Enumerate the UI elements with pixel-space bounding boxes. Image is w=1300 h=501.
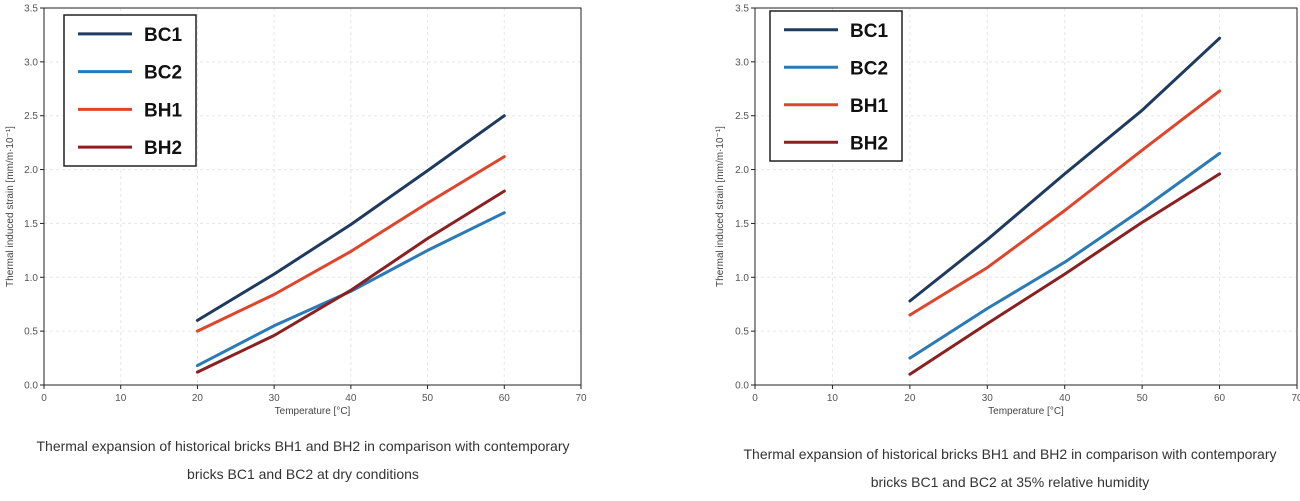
x-tick-label: 60	[1214, 393, 1226, 404]
y-axis-label: Thermal induced strain [mm/m·10⁻¹]	[5, 126, 16, 287]
x-tick-label: 70	[575, 393, 587, 404]
y-tick-label: 0.5	[735, 327, 749, 338]
plot-frame	[43, 7, 582, 386]
series-line-bh1	[195, 155, 506, 333]
chart-humid: 0 10 20 30 40 50 60 70 0.0 0.5 1.0 1.5 2.0 2.5 3.0 3.5 T…	[715, 4, 1300, 418]
x-tick-label: 0	[752, 393, 758, 404]
y-tick-label: 0.5	[24, 327, 38, 338]
y-tick-label: 2.5	[24, 111, 38, 122]
legend-label-bc1: BC1	[144, 25, 182, 46]
x-tick-label: 10	[115, 393, 127, 404]
x-tick-label: 60	[499, 393, 511, 404]
series-line-bc1	[908, 36, 1222, 303]
caption-dry-line2: bricks BC1 and BC2 at dry conditions	[187, 466, 419, 482]
x-axis-label: Temperature [°C]	[275, 406, 351, 417]
series-line-bc1	[195, 114, 506, 322]
series-line-bc2	[908, 151, 1222, 360]
x-tick-label: 30	[269, 393, 281, 404]
y-tick-label: 1.5	[24, 219, 38, 230]
x-tick-label: 70	[1291, 393, 1300, 404]
y-tick-label: 0.0	[735, 381, 749, 392]
y-tick-label: 0.0	[24, 381, 38, 392]
legend-label-bh2: BH2	[850, 133, 888, 154]
y-axis-label: Thermal induced strain [mm/m·10⁻¹]	[715, 126, 726, 287]
y-tick-label: 1.5	[735, 219, 749, 230]
y-tick-label: 2.0	[24, 165, 38, 176]
x-tick-label: 0	[41, 393, 47, 404]
legend-label-bc1: BC1	[850, 21, 888, 42]
x-tick-label: 20	[192, 393, 204, 404]
legend-box	[769, 10, 903, 162]
legend-label-bh1: BH1	[144, 100, 182, 121]
x-tick-label: 40	[1059, 393, 1071, 404]
legend-label-bh2: BH2	[144, 138, 182, 159]
chart-dry: 0 10 20 30 40 50 60 70 0.0 0.5 1.0 1.5 2.0 2.5 3.0 3.5 T…	[5, 4, 587, 418]
x-tick-label: 20	[904, 393, 916, 404]
x-axis-label: Temperature [°C]	[988, 406, 1064, 417]
chart-panel-dry: 0 10 20 30 40 50 60 70 0.0 0.5 1.0 1.5 2.0 2.5 3.0 3.5 T…	[0, 0, 640, 501]
caption-dry: Thermal expansion of historical bricks B…	[0, 432, 606, 488]
caption-dry-line1: Thermal expansion of historical bricks B…	[36, 438, 570, 454]
x-tick-label: 10	[827, 393, 839, 404]
y-tick-label: 3.0	[24, 57, 38, 68]
y-tick-label: 3.5	[735, 4, 749, 15]
x-tick-label: 50	[1137, 393, 1149, 404]
legend-box	[63, 14, 197, 167]
caption-humid-line1: Thermal expansion of historical bricks B…	[743, 446, 1277, 462]
series-line-bh2	[908, 172, 1222, 376]
series-line-bh2	[195, 189, 506, 374]
y-tick-label: 2.0	[735, 165, 749, 176]
y-tick-label: 1.0	[24, 273, 38, 284]
series-line-bh1	[908, 89, 1222, 317]
chart-panel-humid: 0 10 20 30 40 50 60 70 0.0 0.5 1.0 1.5 2.0 2.5 3.0 3.5 T…	[710, 0, 1300, 501]
x-tick-label: 40	[345, 393, 357, 404]
legend-label-bc2: BC2	[850, 58, 888, 79]
caption-humid: Thermal expansion of historical bricks B…	[710, 440, 1300, 496]
y-tick-label: 2.5	[735, 111, 749, 122]
caption-humid-line2: bricks BC1 and BC2 at 35% relative humid…	[870, 474, 1150, 490]
plot-frame	[754, 7, 1298, 386]
y-tick-label: 1.0	[735, 273, 749, 284]
y-tick-label: 3.5	[24, 4, 38, 15]
y-tick-label: 3.0	[735, 57, 749, 68]
x-tick-label: 30	[982, 393, 994, 404]
legend-label-bc2: BC2	[144, 63, 182, 84]
legend-label-bh1: BH1	[850, 96, 888, 117]
x-tick-label: 50	[422, 393, 434, 404]
